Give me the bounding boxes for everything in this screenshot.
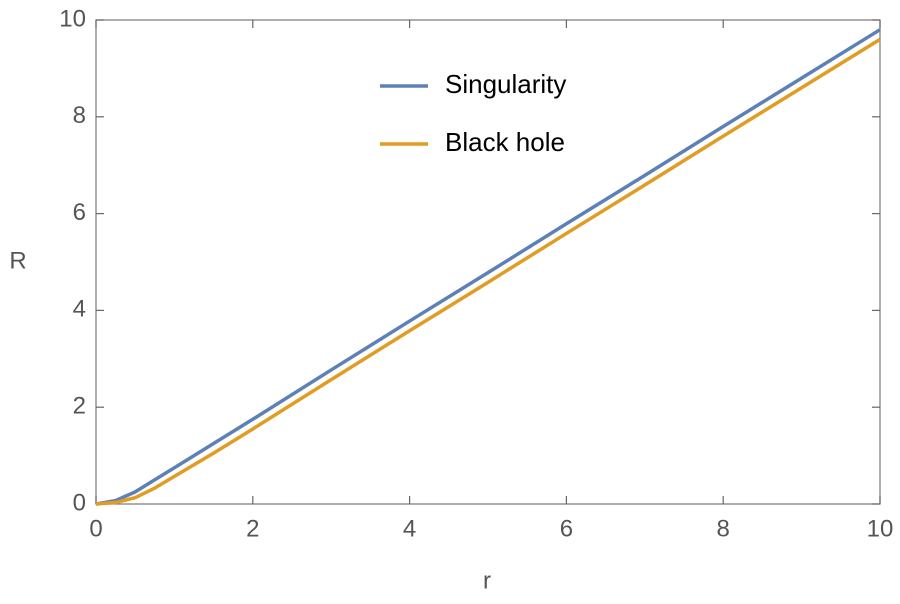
- legend-label: Black hole: [445, 127, 565, 157]
- x-tick-label: 4: [403, 515, 416, 542]
- plot-frame: [95, 19, 881, 505]
- x-tick-label: 2: [246, 515, 259, 542]
- y-tick-label: 10: [59, 5, 86, 32]
- y-tick-label: 6: [73, 199, 86, 226]
- series-line: [95, 28, 881, 506]
- x-tick-label: 8: [717, 515, 730, 542]
- x-tick-label: 10: [867, 515, 894, 542]
- y-tick-label: 4: [73, 296, 86, 323]
- x-axis-label: r: [483, 567, 491, 594]
- y-tick-label: 0: [73, 489, 86, 516]
- legend-label: Singularity: [445, 69, 566, 99]
- y-axis-label: R: [9, 247, 26, 274]
- x-tick-label: 0: [89, 515, 102, 542]
- x-tick-label: 6: [560, 515, 573, 542]
- series-line: [95, 37, 881, 506]
- y-tick-label: 8: [73, 102, 86, 129]
- y-tick-label: 2: [73, 393, 86, 420]
